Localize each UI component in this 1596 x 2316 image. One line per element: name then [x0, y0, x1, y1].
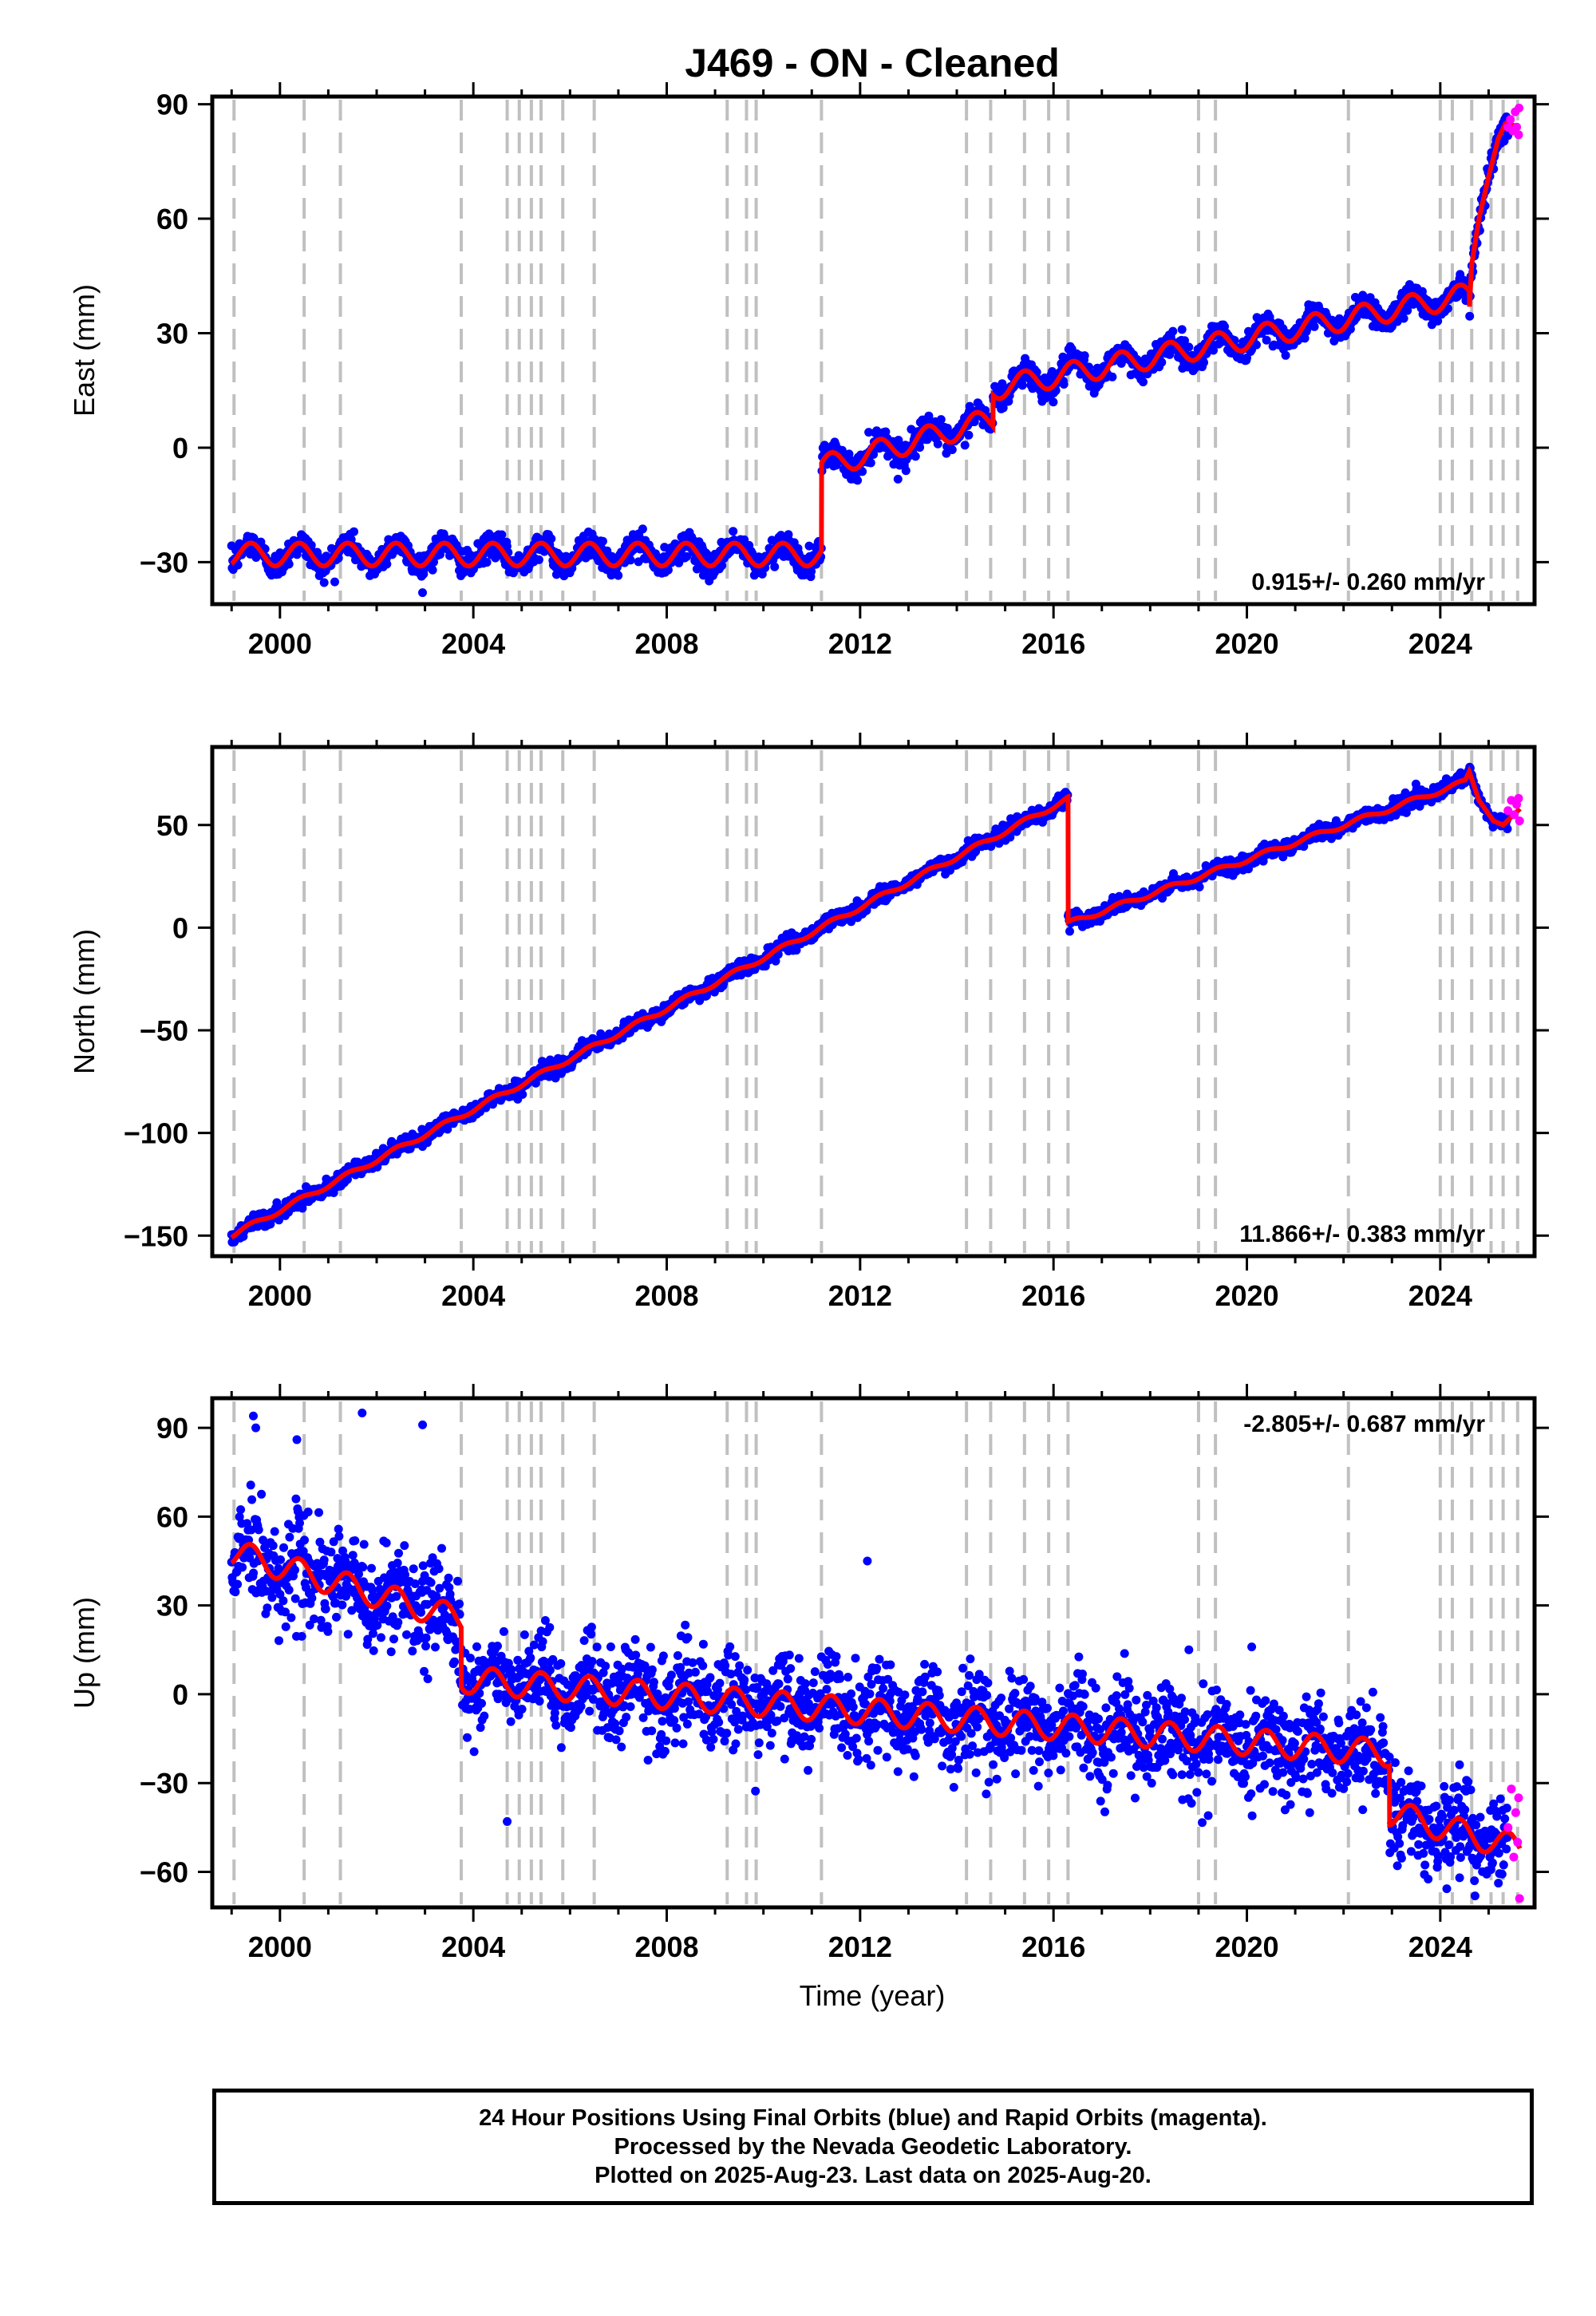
data-point — [901, 466, 911, 476]
data-point — [1080, 351, 1089, 361]
data-point — [1059, 380, 1069, 389]
model-line — [230, 765, 1522, 1240]
data-point — [682, 551, 692, 561]
data-point — [1262, 335, 1271, 345]
rate-label: 0.915+/- 0.260 mm/yr — [1251, 569, 1485, 595]
data-point — [482, 558, 492, 567]
rapid-point — [1512, 122, 1522, 132]
x-tick-label: 2012 — [828, 1279, 892, 1312]
y-tick-label: 90 — [156, 89, 188, 121]
data-point — [1465, 311, 1475, 321]
data-point — [330, 577, 339, 587]
data-point — [1157, 358, 1167, 367]
offset-lines — [232, 100, 1519, 601]
x-tick-label: 2024 — [1408, 1279, 1472, 1312]
data-point — [382, 559, 392, 569]
data-point — [1108, 372, 1117, 381]
data-point — [598, 536, 607, 546]
model-line — [230, 121, 1521, 569]
data-point — [1139, 377, 1148, 387]
final-orbit-points — [227, 762, 1513, 1247]
x-tick-label: 2008 — [634, 1279, 698, 1312]
data-point — [936, 415, 946, 425]
data-point — [853, 476, 863, 485]
east-panel: 2000 2004 2008 2012 2016 2020 2024 −30 0 30 60 90 Ea… — [68, 82, 1549, 660]
data-point — [1281, 350, 1290, 360]
y-tick-label: 60 — [156, 203, 188, 235]
plot-frame — [210, 94, 1537, 607]
data-point — [1195, 882, 1204, 891]
data-point — [893, 474, 903, 484]
y-tick-label: 30 — [156, 317, 188, 350]
data-point — [534, 555, 543, 564]
data-point — [428, 565, 437, 575]
x-tick-label: 2016 — [1021, 627, 1085, 660]
data-point — [1199, 358, 1208, 367]
data-point — [960, 441, 970, 450]
data-point — [1168, 326, 1178, 336]
rapid-point — [1515, 816, 1524, 826]
x-tick-label: 2016 — [1021, 1279, 1085, 1312]
x-tick-label: 2024 — [1408, 627, 1472, 660]
data-point — [418, 588, 427, 598]
data-point — [866, 458, 875, 468]
x-tick-label: 2004 — [441, 1279, 505, 1312]
x-tick-label: 2004 — [441, 627, 505, 660]
data-point — [284, 559, 294, 569]
data-point — [1184, 342, 1194, 352]
rapid-point — [1514, 793, 1523, 803]
data-point — [717, 561, 727, 571]
data-point — [518, 1089, 527, 1099]
data-point — [1310, 322, 1319, 331]
data-point — [1065, 927, 1074, 936]
data-point — [429, 557, 438, 567]
x-tick-label: 2008 — [634, 627, 698, 660]
data-point — [1017, 381, 1027, 390]
rapid-point — [1515, 103, 1524, 113]
data-point — [915, 443, 925, 453]
y-tick-label: 0 — [172, 432, 188, 464]
data-point — [638, 524, 647, 534]
x-tick-label: 2020 — [1215, 1279, 1278, 1312]
data-point — [933, 439, 942, 449]
data-point — [911, 452, 920, 461]
data-point — [626, 555, 635, 565]
data-point — [319, 578, 329, 587]
x-tick-label: 2012 — [828, 627, 892, 660]
data-point — [614, 571, 623, 580]
data-point — [770, 562, 780, 571]
y-tick-label: −30 — [140, 546, 188, 579]
rapid-point — [1514, 130, 1523, 140]
data-point — [1049, 397, 1058, 407]
data-point — [350, 527, 358, 536]
x-tick-label: 2000 — [248, 1279, 312, 1312]
data-point — [729, 527, 738, 536]
data-point — [663, 565, 673, 575]
x-tick-label: 2020 — [1215, 627, 1278, 660]
rapid-point — [1506, 115, 1515, 124]
data-point — [497, 530, 507, 539]
x-tick-label: 2000 — [248, 627, 312, 660]
north-panel: 2000 2004 2008 2012 2016 2020 2024−150−100−500… — [68, 733, 1549, 1312]
final-orbit-points — [227, 112, 1513, 598]
data-point — [547, 534, 556, 543]
data-point — [947, 445, 957, 454]
data-point — [1177, 325, 1187, 334]
chart-title: J469 - ON - Cleaned — [685, 41, 1060, 85]
data-point — [1399, 314, 1408, 323]
y-axis-label: East (mm) — [68, 284, 101, 417]
data-point — [964, 430, 974, 440]
